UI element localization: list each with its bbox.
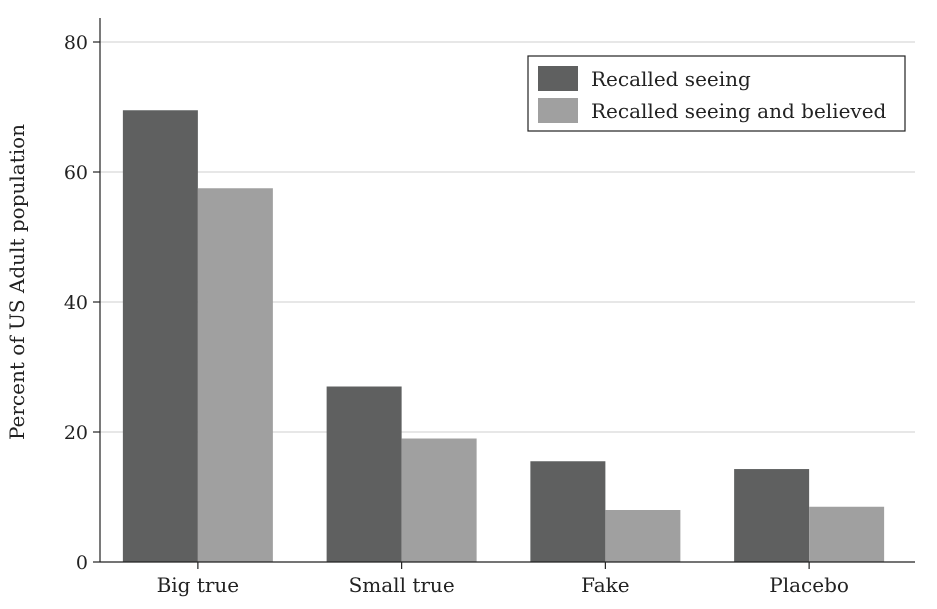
bar-big-true-series-2	[197, 188, 273, 562]
bar-placebo-series-1	[734, 469, 810, 562]
bar-placebo-series-2	[809, 506, 885, 562]
bars	[122, 110, 885, 562]
legend-label-recalled-seeing: Recalled seeing	[591, 67, 751, 91]
y-tick-label-0: 0	[76, 552, 88, 574]
y-ticks: 0 20 40 60 80	[64, 32, 100, 574]
bar-fake-series-1	[530, 461, 606, 562]
legend-box	[527, 55, 906, 132]
x-category-labels: Big true Small true Fake Placebo	[157, 562, 849, 597]
bar-small-true-series-1	[326, 386, 402, 562]
x-category-label: Big true	[157, 573, 240, 597]
y-axis-title: Percent of US Adult population	[5, 124, 29, 440]
x-category-label: Small true	[349, 573, 455, 597]
legend-label-recalled-seeing-and-believed: Recalled seeing and believed	[591, 99, 887, 123]
bar-big-true-series-1	[122, 110, 198, 562]
y-tick-label-40: 40	[64, 292, 88, 314]
y-tick-label-60: 60	[64, 162, 88, 184]
legend: Recalled seeing Recalled seeing and beli…	[527, 55, 906, 132]
legend-swatch-recalled-seeing	[538, 66, 578, 91]
axes	[99, 18, 915, 563]
y-tick-label-80: 80	[64, 32, 88, 54]
x-category-label: Placebo	[769, 573, 849, 597]
x-category-label: Fake	[581, 573, 629, 597]
legend-swatch-recalled-seeing-and-believed	[538, 98, 578, 123]
bar-fake-series-2	[605, 510, 681, 562]
y-tick-label-20: 20	[64, 422, 88, 444]
bar-small-true-series-2	[401, 438, 477, 562]
